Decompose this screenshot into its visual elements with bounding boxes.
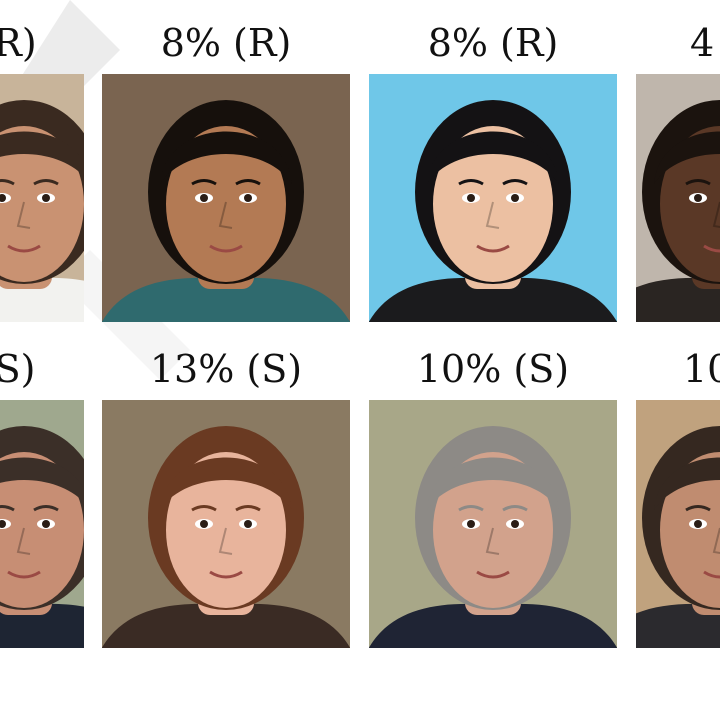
portrait-photo [636,400,720,648]
portrait-drawing [636,400,720,648]
portrait-photo [636,74,720,322]
portrait-photo [369,400,617,648]
portrait-drawing [369,400,617,648]
portrait-photo [102,400,350,648]
portrait-drawing [369,74,617,322]
portrait-photo [369,74,617,322]
portrait-drawing [102,400,350,648]
portrait-drawing [102,74,350,322]
portrait-photo [0,400,84,648]
portrait-drawing [636,74,720,322]
row1-label-3: 8% (R) [427,21,559,65]
portrait-drawing [0,74,84,322]
row2-label-1: S) [0,347,36,391]
portrait-drawing [0,400,84,648]
row1-label-2: 8% (R) [160,21,292,65]
row1-label-4: 4 [690,21,715,65]
portrait-photo [0,74,84,322]
portrait-photo [102,74,350,322]
row2-label-4: 10 [683,347,720,391]
row1-label-1: R) [0,21,37,65]
row2-label-3: 10% (S) [416,347,570,391]
row2-label-2: 13% (S) [149,347,303,391]
